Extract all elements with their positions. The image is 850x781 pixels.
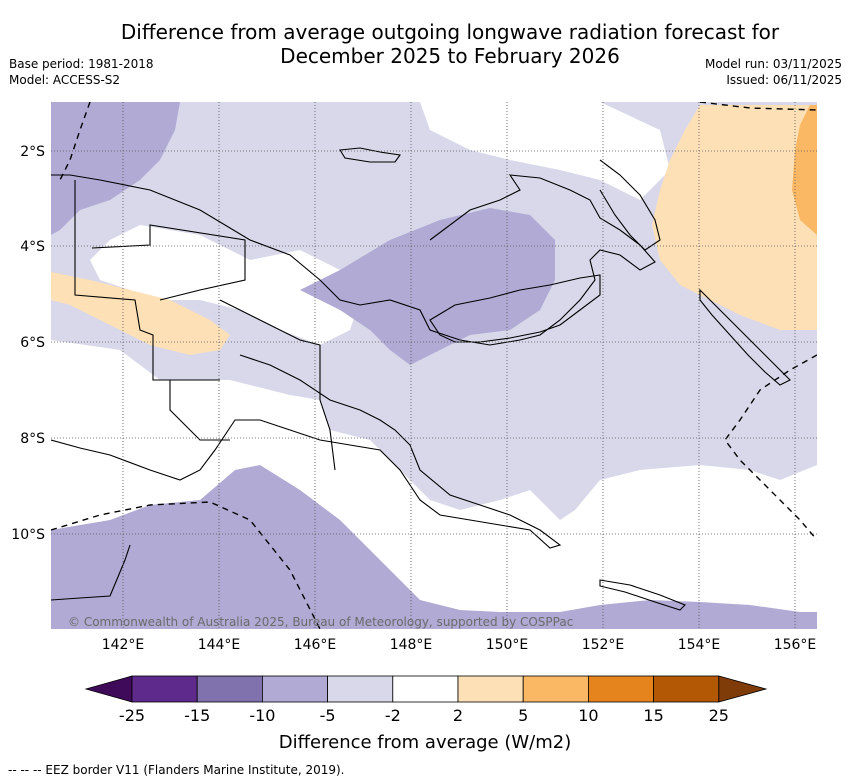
lon-tick-label: 144°E (198, 637, 241, 653)
colorbar-tick-label: 5 (518, 706, 528, 725)
border-province-d (219, 299, 336, 471)
colorbar-segment (261, 675, 328, 703)
issued-date: Issued: 06/11/2025 (726, 73, 842, 87)
base-period: Base period: 1981-2018 (9, 57, 154, 71)
colorbar-tick-labels: -25 -15 -10 -5 -2 2 5 10 15 25 (119, 706, 729, 725)
colorbar-title: Difference from average (W/m2) (279, 732, 571, 753)
lat-tick-label: 4°S (20, 239, 45, 255)
colorbar-tick-label: 25 (709, 706, 729, 725)
lat-tick-label: 6°S (20, 335, 45, 351)
colorbar-segment (522, 675, 589, 703)
lat-tick-label: 2°S (20, 144, 45, 160)
lon-tick-label: 156°E (774, 637, 817, 653)
latitude-tick-labels: 2°S 4°S 6°S 8°S 10°S (11, 144, 45, 543)
colorbar-tick-label: 2 (453, 706, 463, 725)
colorbar-segment (653, 675, 720, 703)
border-province-a (91, 224, 246, 301)
colorbar-tick-label: -5 (320, 706, 336, 725)
lon-tick-label: 146°E (294, 637, 337, 653)
manus-island (339, 147, 401, 163)
copyright-credit: © Commonwealth of Australia 2025, Bureau… (68, 615, 573, 629)
colorbar-tick-label: 10 (578, 706, 598, 725)
colorbar-tick-label: -15 (184, 706, 210, 725)
new-britain (429, 274, 601, 343)
colorbar-segment (131, 675, 198, 703)
png-north-coast (51, 174, 656, 346)
longitude-tick-labels: 142°E 144°E 146°E 148°E 150°E 152°E 154°E 156°E (102, 637, 817, 653)
title-line-2: December 2025 to February 2026 (280, 44, 620, 68)
model-run: Model run: 03/11/2025 (704, 57, 842, 71)
colorbar (84, 675, 768, 703)
field-neutral-north (420, 102, 670, 200)
colorbar-tick-label: -10 (249, 706, 275, 725)
border-province-c (169, 380, 230, 441)
louisiade-islands (599, 579, 686, 611)
field-negative-bismarck (300, 208, 555, 365)
lon-tick-label: 150°E (486, 637, 529, 653)
field-positive-west (51, 272, 230, 355)
border-province-b (74, 180, 220, 381)
colorbar-segment (196, 675, 263, 703)
eez-border-northeast (699, 102, 817, 111)
lon-tick-label: 154°E (678, 637, 721, 653)
lon-tick-label: 152°E (582, 637, 625, 653)
field-negative-northwest (51, 102, 180, 235)
eez-borders (51, 102, 817, 629)
lat-tick-label: 10°S (11, 527, 45, 543)
field-positive-east (652, 105, 817, 330)
colorbar-segment (327, 675, 394, 703)
new-ireland (599, 159, 661, 251)
bougainville (699, 288, 791, 386)
eez-border-east (724, 354, 817, 541)
model-name: Model: ACCESS-S2 (9, 73, 121, 87)
australia-north-coast (51, 544, 131, 601)
colorbar-segment (392, 675, 459, 703)
colorbar-extend-high (718, 675, 768, 703)
title-line-1: Difference from average outgoing longwav… (120, 20, 780, 44)
anomaly-field (51, 102, 817, 629)
eez-legend-note: -- -- -- EEZ border V11 (Flanders Marine… (8, 763, 345, 777)
colorbar-segment (588, 675, 655, 703)
field-positive-east-strong (792, 105, 817, 235)
lat-tick-label: 8°S (20, 431, 45, 447)
colorbar-tick-label: 15 (643, 706, 663, 725)
colorbar-extend-low (84, 675, 133, 703)
graticule (51, 102, 817, 629)
lon-tick-label: 148°E (390, 637, 433, 653)
png-south-coast (51, 354, 562, 549)
field-negative-coral-sea (51, 465, 817, 629)
lon-tick-label: 142°E (102, 637, 145, 653)
coastlines (51, 147, 791, 611)
colorbar-tick-label: -25 (119, 706, 145, 725)
colorbar-segment (457, 675, 524, 703)
colorbar-tick-label: -2 (385, 706, 401, 725)
eez-border-west-north (59, 102, 91, 181)
